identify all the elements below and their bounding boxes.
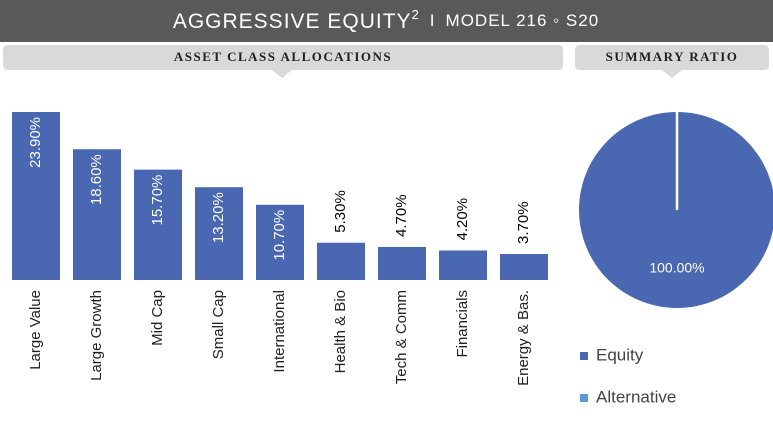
data-label: 4.70% — [393, 194, 410, 237]
title-superscript: 2 — [412, 7, 420, 22]
title: AGGRESSIVE EQUITY — [173, 10, 412, 33]
section-ribbon — [575, 45, 769, 78]
data-label: 13.20% — [210, 192, 227, 243]
bar — [195, 187, 243, 280]
section-label: ASSET CLASS ALLOCATIONS — [174, 49, 392, 64]
data-label: 23.90% — [27, 117, 44, 168]
bar — [317, 242, 365, 280]
legend-swatch — [580, 394, 588, 402]
x-tick-label: Small Cap — [210, 290, 227, 359]
subtitle: MODEL 216 ◦ S20 — [446, 11, 600, 30]
data-label: 4.20% — [454, 198, 471, 241]
bar — [256, 204, 304, 280]
bar — [500, 253, 548, 280]
data-label: 10.70% — [271, 210, 288, 261]
legend-label: Equity — [596, 345, 644, 364]
section-ribbon — [3, 45, 563, 78]
x-tick-label: Mid Cap — [149, 290, 166, 346]
header-title: AGGRESSIVE EQUITY2 I MODEL 216 ◦ S20 — [173, 7, 599, 32]
legend-swatch — [580, 352, 588, 360]
bar — [439, 250, 487, 280]
x-tick-label: Energy & Bas. — [515, 290, 532, 386]
legend-label: Alternative — [596, 387, 676, 406]
bar — [134, 169, 182, 280]
x-tick-label: Health & Bio — [332, 290, 349, 373]
x-tick-label: Financials — [454, 290, 471, 358]
data-label: 5.30% — [332, 190, 349, 233]
bar — [73, 149, 121, 280]
x-tick-label: Large Growth — [88, 290, 105, 381]
bar — [12, 111, 60, 280]
data-label: 3.70% — [515, 201, 532, 244]
section-label: SUMMARY RATIO — [606, 49, 739, 64]
bar — [378, 246, 426, 280]
x-tick-label: Large Value — [27, 290, 44, 370]
separator: I — [430, 11, 436, 30]
data-label: 15.70% — [149, 175, 166, 226]
header-bar — [0, 0, 773, 42]
x-tick-label: Tech & Comm — [393, 290, 410, 384]
data-label: 18.60% — [88, 154, 105, 205]
x-tick-label: International — [271, 290, 288, 373]
data-label: 100.00% — [649, 260, 704, 276]
